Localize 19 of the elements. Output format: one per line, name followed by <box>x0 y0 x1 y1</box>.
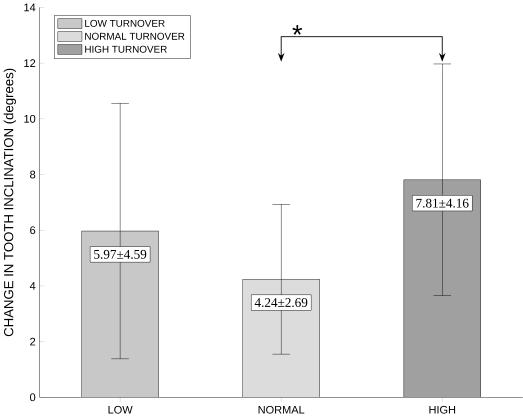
y-tick-label: 2 <box>30 338 36 346</box>
data-label: 7.81±4.16 <box>416 198 469 208</box>
y-tick-label: 6 <box>30 226 36 234</box>
y-tick-label: 4 <box>30 282 36 290</box>
x-tick-label: NORMAL <box>258 406 304 414</box>
legend-label: NORMAL TURNOVER <box>85 32 184 40</box>
x-tick-label: LOW <box>108 406 133 414</box>
y-tick-label: 14 <box>24 4 36 12</box>
legend-label: LOW TURNOVER <box>85 20 165 27</box>
x-tick-label: HIGH <box>429 406 456 414</box>
data-label: 5.97±4.59 <box>94 250 146 259</box>
annotation: * <box>292 25 302 35</box>
y-tick-label: 10 <box>24 114 36 123</box>
y-axis-title: CHANGE IN TOOTH INCLINATION (degrees) <box>4 68 16 336</box>
legend-label: HIGH TURNOVER <box>85 46 167 53</box>
data-label: 4.24±2.69 <box>254 298 308 307</box>
y-tick-label: 8 <box>30 170 36 178</box>
y-tick-label: 12 <box>24 59 36 67</box>
y-tick-label: 0 <box>30 393 36 402</box>
